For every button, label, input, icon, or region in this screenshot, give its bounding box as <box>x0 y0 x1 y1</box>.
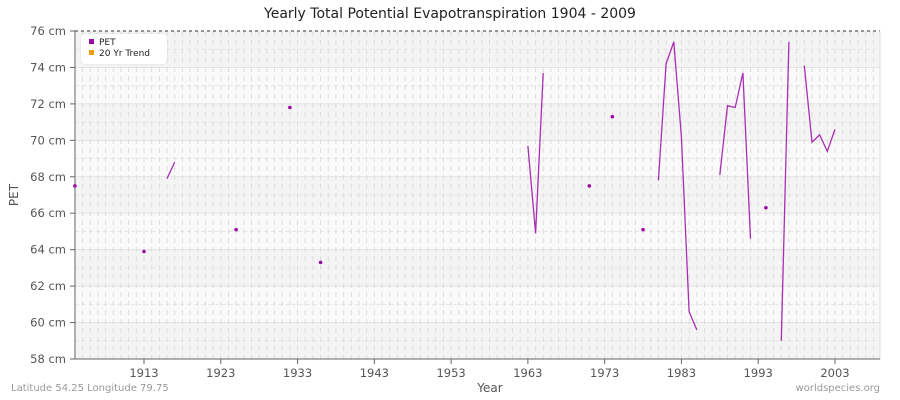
x-tick-label: 1983 <box>667 366 696 380</box>
legend-label-pet: PET <box>99 38 116 48</box>
data-point <box>142 249 146 254</box>
data-point <box>318 260 323 265</box>
data-point <box>641 227 645 232</box>
y-tick-label: 76 cm <box>30 24 66 38</box>
source-caption: worldspecies.org <box>795 383 880 394</box>
data-line <box>527 72 544 234</box>
x-tick-label: 1943 <box>360 366 389 380</box>
y-tick-label: 72 cm <box>30 97 66 111</box>
x-tick-label: 1913 <box>129 366 158 380</box>
y-tick-label: 58 cm <box>30 352 66 366</box>
x-tick-label: 1993 <box>744 366 773 380</box>
legend-item-trend: 20 Yr Trend <box>89 49 150 60</box>
legend: PET 20 Yr Trend <box>81 34 167 64</box>
data-point <box>234 227 238 232</box>
y-tick-label: 66 cm <box>30 206 66 220</box>
y-tick-label: 64 cm <box>30 243 66 257</box>
chart-title: Yearly Total Potential Evapotranspiratio… <box>264 6 636 22</box>
legend-label-trend: 20 Yr Trend <box>99 49 151 59</box>
location-caption: Latitude 54.25 Longitude 79.75 <box>11 383 169 394</box>
x-axis-title: Year <box>476 381 502 395</box>
data-line <box>719 72 752 239</box>
data-point <box>587 184 592 188</box>
data-point <box>288 105 292 110</box>
data-line <box>166 161 176 179</box>
data-line <box>780 41 790 341</box>
legend-item-pet: PET <box>89 38 116 49</box>
y-tick-label: 74 cm <box>30 60 66 74</box>
y-tick-label: 62 cm <box>30 279 66 293</box>
x-tick-label: 2003 <box>820 366 849 380</box>
y-tick-label: 60 cm <box>30 316 66 330</box>
data-line <box>657 41 698 331</box>
x-tick-label: 1963 <box>513 366 542 380</box>
y-tick-label: 70 cm <box>30 133 66 147</box>
x-tick-label: 1923 <box>206 366 235 380</box>
data-point <box>73 184 77 188</box>
legend-swatch-pet <box>89 39 94 44</box>
data-line <box>803 65 836 154</box>
legend-swatch-trend <box>89 50 94 55</box>
y-tick-label: 68 cm <box>30 170 66 184</box>
x-tick-label: 1933 <box>283 366 312 380</box>
data-point <box>610 114 615 119</box>
x-tick-label: 1973 <box>590 366 619 380</box>
x-tick-label: 1953 <box>436 366 465 380</box>
y-axis-title: PET <box>7 183 21 206</box>
data-point <box>764 205 768 210</box>
